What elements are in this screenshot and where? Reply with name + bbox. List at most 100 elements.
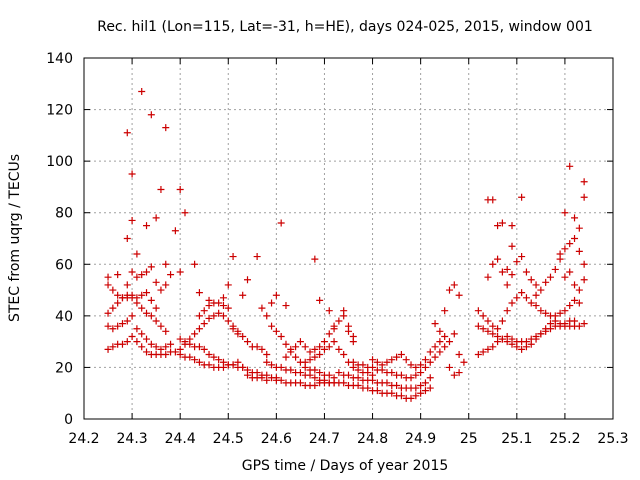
- data-point: [287, 366, 295, 374]
- data-point: [104, 281, 112, 289]
- data-point: [176, 345, 184, 353]
- data-point: [152, 278, 160, 286]
- data-point: [412, 384, 420, 392]
- data-point: [383, 358, 391, 366]
- data-point: [143, 335, 151, 343]
- x-axis-label: GPS time / Days of year 2015: [242, 458, 449, 474]
- data-point: [518, 253, 526, 261]
- data-point: [287, 348, 295, 356]
- x-tick-label: 24.3: [117, 431, 148, 447]
- data-point: [580, 320, 588, 328]
- axis-ticks: [83, 57, 614, 420]
- data-point: [421, 363, 429, 371]
- data-point: [128, 332, 136, 340]
- data-point: [561, 273, 569, 281]
- data-point: [152, 304, 160, 312]
- data-point: [561, 307, 569, 315]
- data-point: [436, 327, 444, 335]
- data-point: [200, 307, 208, 315]
- data-point: [296, 369, 304, 377]
- data-point: [277, 332, 285, 340]
- grid-lines: [84, 58, 613, 419]
- data-point: [571, 281, 579, 289]
- data-point: [474, 307, 482, 315]
- data-points: [104, 88, 588, 402]
- data-point: [455, 291, 463, 299]
- data-point: [138, 304, 146, 312]
- data-point: [128, 268, 136, 276]
- data-point: [114, 299, 122, 307]
- data-point: [340, 307, 348, 315]
- data-point: [546, 273, 554, 281]
- data-point: [176, 186, 184, 194]
- data-point: [138, 343, 146, 351]
- plot-frame: [83, 57, 614, 420]
- data-point: [176, 335, 184, 343]
- data-point: [133, 294, 141, 302]
- data-point: [109, 286, 117, 294]
- data-point: [441, 332, 449, 340]
- x-tick-label: 24.2: [68, 431, 99, 447]
- data-point: [561, 320, 569, 328]
- data-point: [426, 358, 434, 366]
- data-point: [244, 371, 252, 379]
- data-point: [133, 250, 141, 258]
- data-point: [114, 271, 122, 279]
- data-point: [205, 351, 213, 359]
- data-point: [123, 291, 131, 299]
- data-point: [325, 330, 333, 338]
- data-point: [345, 371, 352, 379]
- data-point: [219, 312, 227, 320]
- data-point: [311, 366, 319, 374]
- data-point: [388, 356, 396, 364]
- data-point: [335, 369, 343, 377]
- data-point: [253, 343, 261, 351]
- data-point: [513, 294, 521, 302]
- data-point: [445, 363, 453, 371]
- data-point: [571, 235, 579, 242]
- data-point: [441, 307, 449, 315]
- data-point: [325, 343, 333, 351]
- data-point: [133, 338, 141, 346]
- data-point: [162, 343, 170, 351]
- data-point: [147, 340, 155, 348]
- data-point: [215, 299, 223, 307]
- data-point: [191, 330, 199, 338]
- y-tick-label: 100: [46, 154, 73, 170]
- data-point: [340, 351, 348, 359]
- data-point: [258, 374, 266, 382]
- data-point: [152, 214, 160, 222]
- data-point: [580, 260, 588, 268]
- data-point: [325, 307, 333, 315]
- data-point: [489, 343, 497, 351]
- data-point: [498, 335, 506, 343]
- data-point: [224, 304, 232, 312]
- data-point: [215, 309, 223, 317]
- data-point: [489, 260, 497, 268]
- data-point: [157, 322, 165, 330]
- data-point: [118, 340, 126, 348]
- data-point: [268, 299, 276, 307]
- data-point: [162, 124, 170, 132]
- data-point: [369, 376, 377, 384]
- data-point: [239, 363, 247, 371]
- data-point: [426, 374, 434, 382]
- data-point: [508, 222, 516, 230]
- data-point: [556, 250, 564, 258]
- data-point: [167, 271, 175, 279]
- data-point: [373, 387, 381, 395]
- data-point: [143, 348, 151, 356]
- y-tick-label: 60: [55, 257, 73, 273]
- data-point: [123, 235, 131, 242]
- data-point: [118, 294, 126, 302]
- data-point: [176, 268, 184, 276]
- x-tick-label: 24.9: [405, 431, 436, 447]
- data-point: [167, 340, 175, 348]
- data-point: [522, 294, 530, 302]
- data-point: [532, 291, 540, 299]
- data-point: [354, 381, 362, 389]
- data-point: [316, 351, 324, 359]
- data-point: [123, 281, 131, 289]
- data-point: [258, 345, 266, 353]
- data-point: [210, 312, 218, 320]
